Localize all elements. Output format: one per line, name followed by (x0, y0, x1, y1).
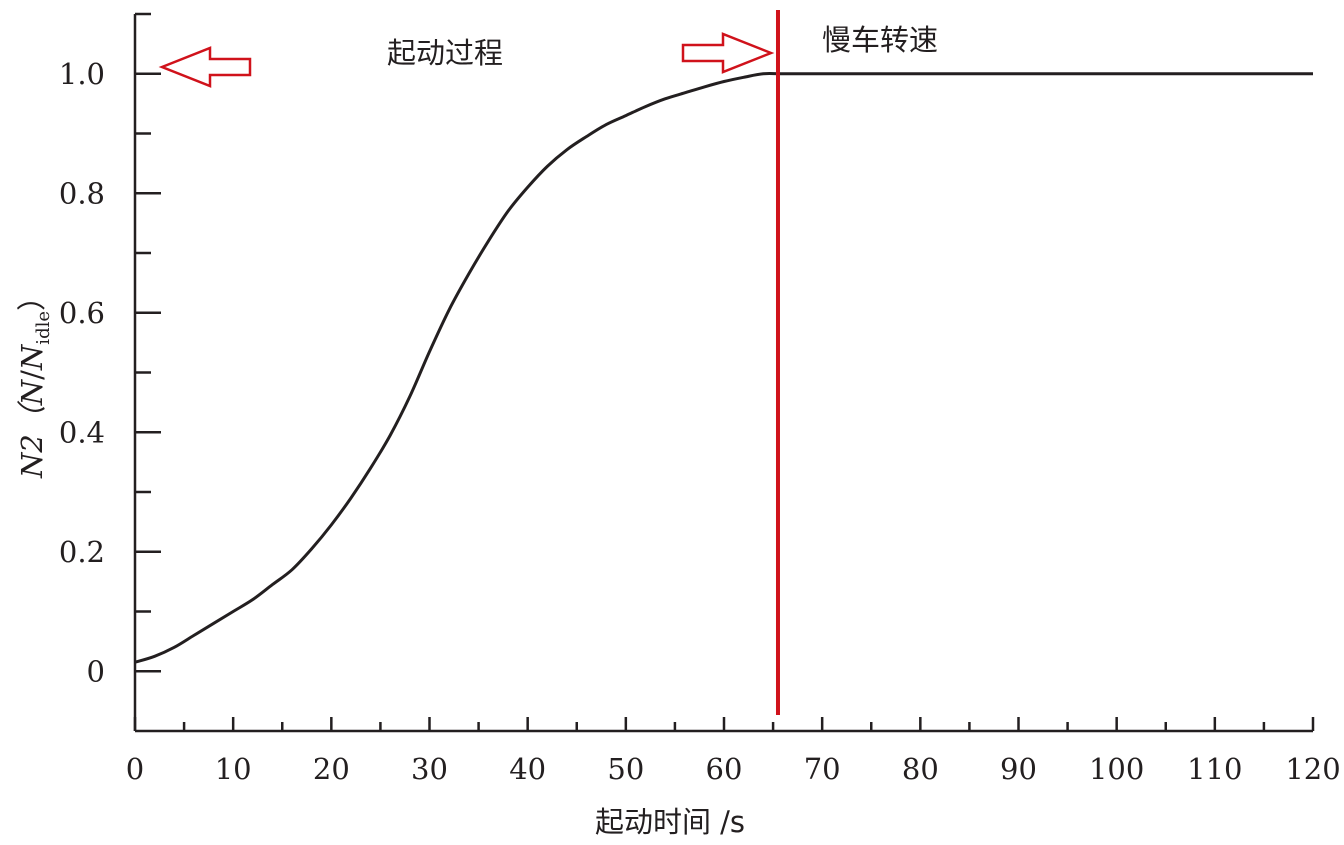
y-tick-label: 0.6 (59, 296, 105, 330)
x-tick-label: 10 (215, 752, 252, 786)
x-tick-label: 40 (509, 752, 546, 786)
x-tick-label: 110 (1187, 752, 1242, 786)
series-line (134, 71, 1313, 664)
right-arrow-icon (681, 32, 775, 74)
y-tick-label: 0.2 (59, 535, 105, 569)
y-tick-label: 0 (87, 654, 105, 688)
y-axis-title: N2（N/Nidle） (15, 282, 54, 479)
x-tick-label: 50 (607, 752, 644, 786)
x-ticks: 0 10 20 30 40 50 60 70 80 90 100 110 120 (126, 717, 1341, 786)
x-tick-label: 80 (902, 752, 939, 786)
y-tick-label: 1.0 (59, 57, 105, 91)
y-ticks: 0 0.2 0.4 0.6 0.8 1.0 (59, 12, 161, 688)
x-tick-label: 30 (411, 752, 448, 786)
x-tick-label: 0 (126, 752, 144, 786)
x-tick-label: 100 (1089, 752, 1144, 786)
x-tick-label: 20 (313, 752, 350, 786)
x-tick-label: 90 (1000, 752, 1037, 786)
x-tick-label: 70 (804, 752, 841, 786)
x-tick-label: 120 (1285, 752, 1340, 786)
left-arrow-icon (158, 46, 252, 88)
y-tick-label: 0.4 (59, 415, 105, 449)
x-tick-label: 60 (706, 752, 743, 786)
annotation-start-process: 起动过程 (387, 36, 503, 70)
y-tick-label: 0.8 (59, 176, 105, 210)
annotation-idle-speed: 慢车转速 (822, 23, 938, 57)
x-axis-title: 起动时间 /s (595, 805, 745, 839)
